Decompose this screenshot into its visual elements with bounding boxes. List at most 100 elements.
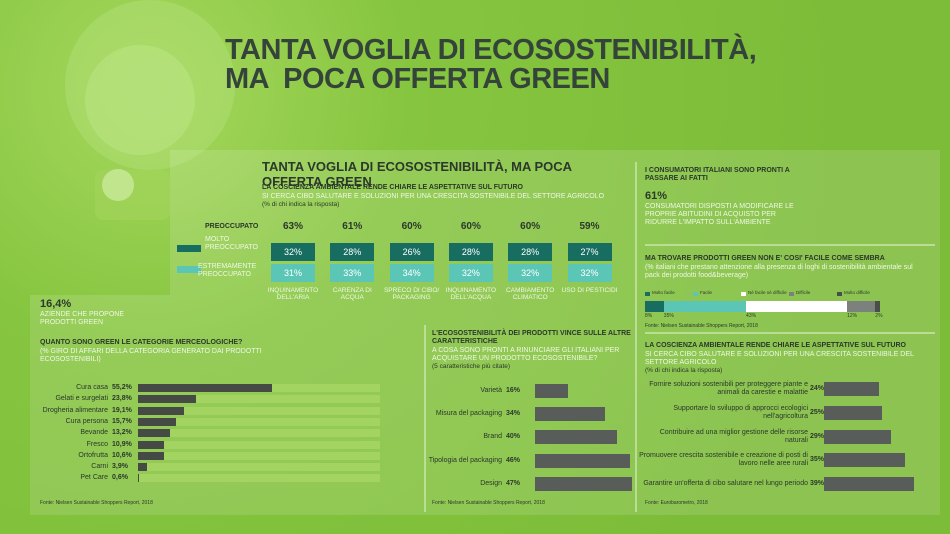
source: Fonte: Nielsen Sustainable Shoppers Repo… <box>432 500 545 506</box>
category-label: Varietà <box>480 386 502 394</box>
value-label: 23,8% <box>112 395 132 403</box>
row-label: PREOCCUPATO <box>205 223 259 230</box>
value-label: 35% <box>810 456 825 464</box>
cell-label: 32% <box>461 268 480 278</box>
bar-segment <box>847 301 876 312</box>
chart-title: QUANTO SONO GREEN LE CATEGORIE MERCEOLOG… <box>40 339 243 346</box>
cell <box>567 243 612 261</box>
bar <box>138 417 176 426</box>
stat-title: I CONSUMATORI ITALIANI SONO PRONTI A PAS… <box>645 167 790 183</box>
stat-text: CONSUMATORI DISPOSTI A MODIFICARE LE PRO… <box>645 203 794 227</box>
chart-subtitle: A COSA SONO PRONTI A RINUNCIARE GLI ITAL… <box>432 347 620 363</box>
legend-swatch <box>741 292 746 296</box>
bar <box>138 384 272 392</box>
stat-value: 16,4% <box>40 298 72 310</box>
value-label: 0,6% <box>112 474 128 482</box>
value-label: 39% <box>810 480 825 488</box>
value-label: 40% <box>506 433 521 441</box>
category-label: CAMBIAMENTO CLIMATICO <box>506 287 555 302</box>
bar <box>535 384 568 398</box>
bar <box>535 453 630 468</box>
lime-slice <box>102 169 134 201</box>
category-label: Design <box>480 479 502 487</box>
bar-track <box>138 451 380 460</box>
category-label: Fresco <box>86 440 108 448</box>
category-label: Fornire soluzioni sostenibili per proteg… <box>649 380 808 396</box>
bar <box>138 395 196 404</box>
bar <box>138 451 164 460</box>
chart-subtitle: (% italiani che prestano attenzione alla… <box>645 264 913 280</box>
legend-label: Facile <box>700 290 713 295</box>
cell-label: 31% <box>283 268 302 278</box>
cell-label: 34% <box>402 268 421 278</box>
value-label: 47% <box>506 479 521 487</box>
header-value: 60% <box>460 221 481 232</box>
category-label: Cura persona <box>65 417 108 425</box>
category-label: Cura casa <box>76 383 108 391</box>
chart-note: (% di chi indica la risposta) <box>645 367 723 374</box>
bar <box>535 430 618 445</box>
chart-subtitle: SI CERCA CIBO SALUTARE E SOLUZIONI PER U… <box>645 351 914 367</box>
cell <box>271 264 315 282</box>
category-label: USO DI PESTICIDI <box>561 287 618 294</box>
category-label: Brand <box>483 433 502 441</box>
bar-track <box>138 417 380 426</box>
cell <box>508 264 553 282</box>
bar <box>824 429 891 444</box>
value-label: 13,2% <box>112 429 132 437</box>
value-label: 25% <box>810 408 825 416</box>
value-label: 43% <box>746 313 757 319</box>
chart-note: (5 caratteristiche più citate) <box>432 363 511 370</box>
cell-label: 32% <box>521 268 540 278</box>
value-label: 2% <box>875 313 883 319</box>
bar-track <box>138 406 380 415</box>
cell-label: 33% <box>343 268 362 278</box>
cell <box>271 243 315 261</box>
bar <box>824 405 882 420</box>
header-value: 63% <box>282 221 303 232</box>
chart-title: MA TROVARE PRODOTTI GREEN NON E' COSI' F… <box>645 255 885 262</box>
cell <box>448 243 493 261</box>
value-label: 24% <box>810 384 825 392</box>
source: Fonte: Nielsen Sustainable Shoppers Repo… <box>645 323 758 329</box>
bar <box>138 463 148 472</box>
cell-label: 28% <box>343 247 362 257</box>
bar-track <box>138 474 380 483</box>
cell <box>567 264 612 282</box>
cell <box>389 243 434 261</box>
header-value: 61% <box>342 221 363 232</box>
cell-label: 26% <box>402 247 421 257</box>
bar-track <box>138 440 380 449</box>
value-label: 3,9% <box>112 463 128 471</box>
category-label: INQUINAMENTO DELL'ARIA <box>267 287 319 302</box>
bulb <box>65 0 235 170</box>
category-label: Contribuire ad una miglior gestione dell… <box>659 428 808 444</box>
category-label: Promuovere crescita sostenibile e creazi… <box>639 452 808 468</box>
category-label: Supportare lo sviluppo di approcci ecolo… <box>673 404 808 420</box>
chart-title: LA COSCIENZA AMBIENTALE RENDE CHIARE LE … <box>645 342 906 349</box>
bar-track <box>138 395 380 404</box>
value-label: 12% <box>847 313 858 319</box>
bar <box>824 453 905 468</box>
category-label: Tipologia del packaging <box>428 456 502 464</box>
main-title: TANTA VOGLIA DI ECOSOSTENIBILITÀ, MA POC… <box>225 34 757 95</box>
legend-label: Molto difficile <box>844 290 870 295</box>
cell-label: 28% <box>461 247 480 257</box>
chart-title: L'ECOSOSTENIBILITÀ DEI PRODOTTI VINCE SU… <box>432 330 631 346</box>
legend-swatch <box>645 292 650 296</box>
bar-segment <box>875 301 880 312</box>
category-label: Drogheria alimentare <box>42 406 108 414</box>
value-label: 34% <box>506 410 521 418</box>
value-label: 10,9% <box>112 440 132 448</box>
value-label: 8% <box>645 313 653 319</box>
value-label: 29% <box>810 432 825 440</box>
stat-text: AZIENDE CHE PROPONE PRODOTTI GREEN <box>40 311 125 327</box>
header-value: 60% <box>520 221 541 232</box>
value-label: 55,2% <box>112 383 132 391</box>
cell-label: 32% <box>580 268 599 278</box>
cell <box>330 243 375 261</box>
category-label: Gelati e surgelati <box>55 395 108 403</box>
header-value: 60% <box>401 221 422 232</box>
bar <box>535 476 632 491</box>
